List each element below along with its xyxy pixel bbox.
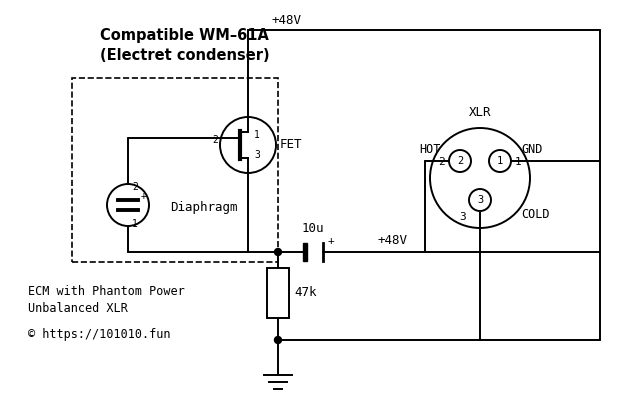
Text: Unbalanced XLR: Unbalanced XLR [28,302,128,315]
Text: 3: 3 [254,150,260,160]
Text: ECM with Phantom Power: ECM with Phantom Power [28,285,185,298]
Text: 2: 2 [212,135,218,145]
Text: 10u: 10u [302,222,324,235]
Text: +48V: +48V [378,235,408,247]
Text: 2: 2 [457,156,463,166]
Circle shape [449,150,471,172]
Circle shape [489,150,511,172]
Circle shape [275,249,281,256]
Text: © https://101010.fun: © https://101010.fun [28,328,171,341]
Text: (Electret condenser): (Electret condenser) [100,48,270,63]
Text: XLR: XLR [469,106,491,119]
Text: FET: FET [280,139,303,152]
Text: 47k: 47k [294,287,316,299]
Text: 1: 1 [132,219,138,229]
Text: Compatible WM–61A: Compatible WM–61A [100,28,269,43]
Text: Diaphragm: Diaphragm [170,201,237,214]
Text: GND: GND [521,143,542,156]
Polygon shape [303,243,307,261]
Text: 1: 1 [254,130,260,140]
Text: 3: 3 [477,195,483,205]
Text: COLD: COLD [521,208,549,221]
Bar [72,78,278,262]
Circle shape [469,189,491,211]
Text: 2: 2 [132,182,138,192]
Text: HOT: HOT [419,143,441,156]
Text: +: + [328,236,335,246]
Text: 2: 2 [438,157,445,167]
Text: 1: 1 [515,157,522,167]
Text: 3: 3 [459,212,466,222]
Text: +: + [141,191,147,201]
Text: +48V: +48V [271,14,301,27]
Circle shape [275,337,281,343]
Bar [267,268,289,318]
Text: 1: 1 [497,156,503,166]
